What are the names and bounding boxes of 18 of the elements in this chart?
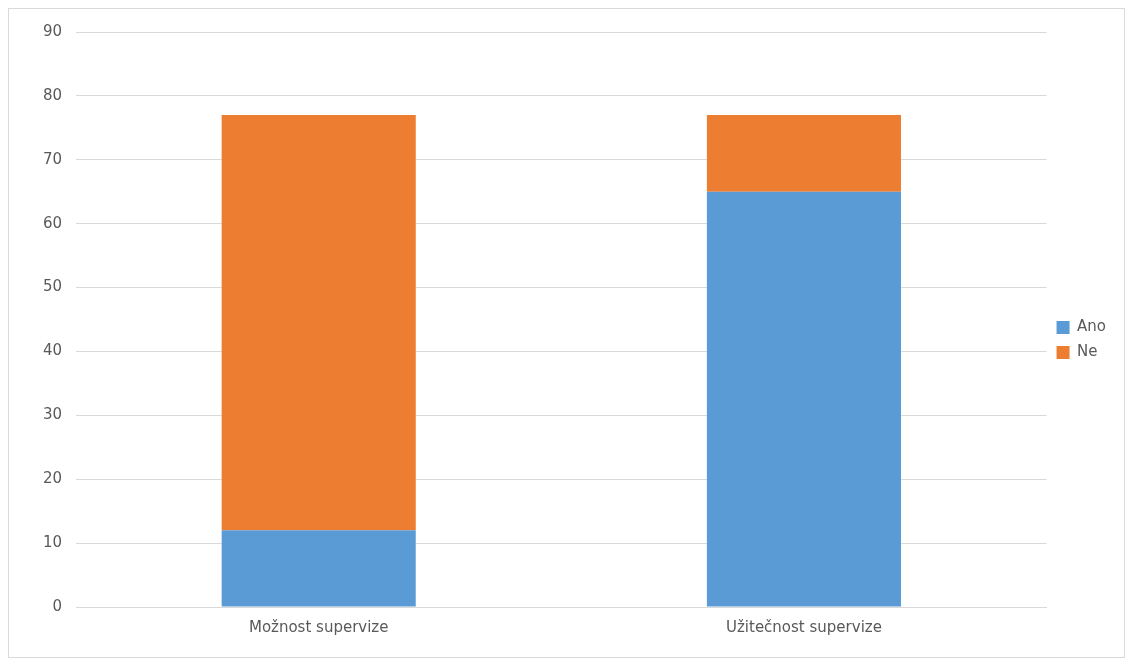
y-tick-label: 0 [52, 596, 63, 615]
legend-label: Ano [1077, 317, 1107, 336]
y-tick-label: 60 [42, 213, 63, 232]
y-tick-label: 20 [42, 469, 63, 488]
legend-label: Ne [1077, 342, 1098, 361]
bar [221, 530, 416, 607]
y-tick-label: 50 [42, 277, 63, 296]
y-tick-label: 90 [42, 21, 63, 40]
bar [706, 191, 901, 607]
bar [706, 115, 901, 192]
bar [221, 115, 416, 531]
y-tick-label: 40 [42, 341, 63, 360]
y-tick-label: 30 [42, 405, 63, 424]
y-tick-label: 80 [42, 85, 63, 104]
x-tick-label: Možnost supervize [248, 617, 389, 636]
y-tick-label: 10 [42, 533, 63, 551]
x-tick-label: Užitečnost supervize [725, 617, 882, 636]
y-tick-label: 70 [42, 149, 63, 168]
